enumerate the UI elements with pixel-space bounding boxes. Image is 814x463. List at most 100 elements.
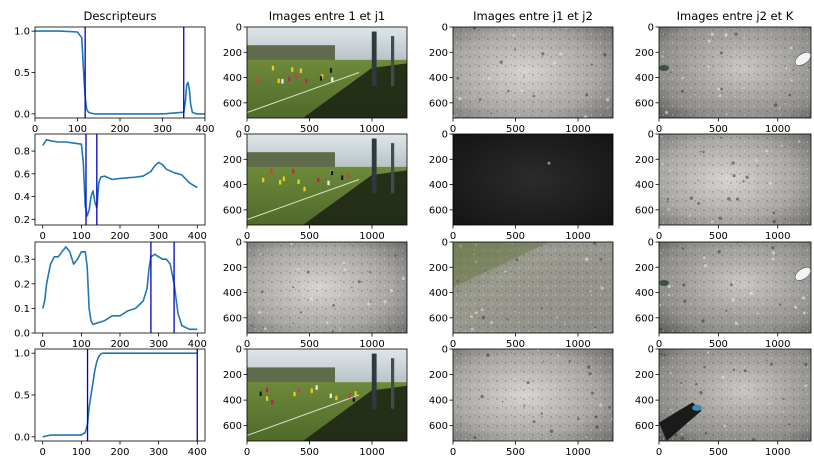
- x-tick-label: 500: [300, 231, 319, 242]
- pebble: [568, 55, 570, 57]
- photo-gravel-ground: [659, 134, 811, 225]
- player: [262, 177, 265, 183]
- plot-area: [35, 349, 205, 441]
- descriptor-chart-3: 0 100 200 300 400 0.0 0.1 0.2 0.3: [14, 241, 207, 350]
- x-tick-label: 500: [709, 339, 728, 350]
- photo-panel-4-2: 0 500 1000 0 200 400 600: [223, 345, 408, 458]
- y-tick-label: 200: [223, 155, 242, 166]
- photo-panel-1-3: 0 500 1000 0 200 400 600: [429, 23, 614, 135]
- pebble: [292, 286, 295, 289]
- pebble: [782, 411, 785, 413]
- player: [305, 78, 308, 84]
- pitch-line: [247, 394, 360, 436]
- x-tick-label: 1000: [765, 447, 790, 458]
- pebble: [263, 327, 267, 331]
- x-tick-label: 0: [450, 231, 456, 242]
- shoe: [692, 404, 702, 411]
- pebble: [703, 366, 706, 369]
- pebble: [717, 249, 721, 254]
- pebble: [458, 96, 462, 101]
- shoe: [794, 51, 811, 66]
- photo-frame: [452, 241, 614, 334]
- pebble: [506, 318, 509, 321]
- y-tick-label: 200: [223, 263, 242, 274]
- treeline: [247, 45, 335, 62]
- pebble: [699, 150, 702, 153]
- pebble: [720, 87, 724, 91]
- x-tick-label: 400: [188, 339, 207, 350]
- pebble: [704, 431, 708, 435]
- plot-area: [35, 27, 205, 118]
- pebble: [585, 93, 589, 97]
- y-tick-label: 600: [635, 313, 654, 324]
- pebble: [667, 208, 670, 211]
- pebble: [594, 415, 598, 419]
- y-tick-label: 0: [648, 238, 654, 249]
- x-tick-label: 500: [300, 339, 319, 350]
- player: [341, 175, 344, 180]
- player: [352, 397, 355, 402]
- y-tick-label: 600: [635, 98, 654, 109]
- pebble: [661, 55, 664, 58]
- player: [282, 176, 285, 181]
- pebble: [692, 67, 694, 69]
- x-tick-label: 100: [72, 447, 91, 458]
- y-tick-label: 600: [223, 313, 242, 324]
- y-tick-label: 0: [236, 238, 242, 249]
- player: [297, 387, 301, 393]
- pebble: [789, 46, 793, 50]
- y-tick-label: 0: [236, 23, 242, 34]
- y-tick-label: 200: [635, 370, 654, 381]
- column-title-4: Images entre j2 et K: [677, 9, 794, 23]
- pebble: [659, 327, 662, 330]
- photo-football-field: [247, 349, 407, 441]
- series-line: [41, 246, 198, 331]
- x-tick-label: 1000: [565, 231, 590, 242]
- y-tick-label: 400: [429, 288, 448, 299]
- series-line: [35, 30, 205, 115]
- x-tick-label: 0: [32, 124, 38, 135]
- player: [292, 169, 295, 174]
- pebble: [660, 135, 663, 138]
- pebble: [724, 33, 728, 37]
- pebble: [765, 326, 767, 328]
- pebble: [608, 406, 611, 409]
- photo-panel-4-4: 0 500 1000 0 200 400 600: [635, 345, 812, 458]
- pebble: [765, 149, 768, 153]
- pebble: [804, 362, 808, 366]
- player: [270, 168, 273, 174]
- photo-frame: [452, 26, 614, 119]
- pebble: [742, 180, 745, 183]
- pebble: [741, 87, 744, 90]
- photo-panel-2-2: 0 500 1000 0 200 400 600: [223, 130, 408, 242]
- y-tick-label: 0: [442, 345, 448, 356]
- photo-gravel-ground: [247, 242, 407, 333]
- player: [317, 177, 320, 183]
- shadow: [303, 63, 407, 118]
- pebble: [731, 298, 735, 302]
- pebble: [599, 257, 603, 261]
- pebble: [512, 34, 516, 37]
- pebble: [695, 382, 698, 386]
- pebble: [660, 353, 663, 356]
- x-tick-label: 0: [244, 124, 250, 135]
- pebble: [306, 270, 310, 274]
- y-tick-label: 0.2: [14, 215, 30, 226]
- x-tick-label: 200: [110, 447, 129, 458]
- pebble: [585, 436, 588, 439]
- pebble: [803, 27, 806, 29]
- fence-post: [391, 143, 395, 194]
- pebble: [727, 197, 731, 201]
- x-tick-label: 1000: [359, 231, 384, 242]
- gravel-texture: [659, 242, 811, 333]
- y-tick-label: 0: [648, 23, 654, 34]
- photo-frame: [246, 133, 408, 226]
- pebble: [339, 328, 341, 331]
- pebble: [292, 245, 294, 247]
- pebble: [721, 375, 725, 379]
- gravel-texture: [453, 349, 613, 441]
- player: [299, 68, 302, 73]
- player: [329, 68, 333, 73]
- pebble: [706, 351, 710, 354]
- pebble: [292, 322, 295, 325]
